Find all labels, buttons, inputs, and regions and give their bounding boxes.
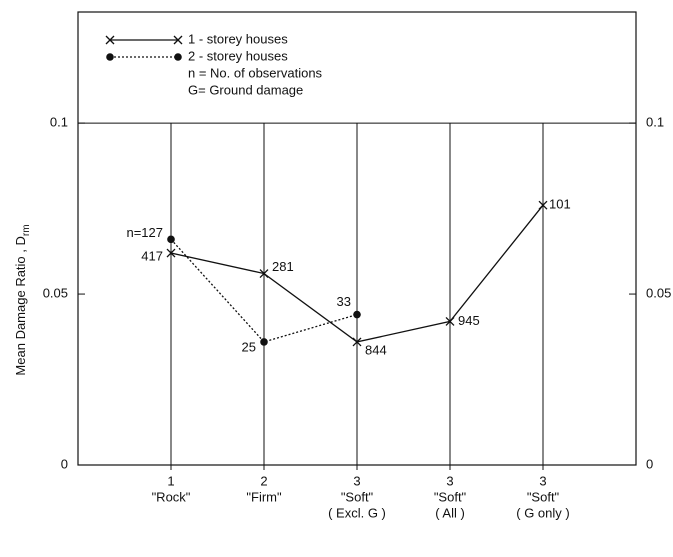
marker-stroke	[105, 35, 115, 45]
x-tick-label: ( All )	[435, 505, 465, 520]
y2-tick-label: 0.1	[646, 115, 664, 130]
x-tick-label: ( Excl. G )	[328, 505, 386, 520]
x-tick-label: "Firm"	[246, 489, 282, 504]
y-tick-label: 0.05	[43, 285, 68, 300]
legend-label: 2 - storey houses	[188, 48, 288, 63]
legend-note: G= Ground damage	[188, 82, 303, 97]
data-point	[445, 316, 455, 326]
point-label: 417	[141, 248, 163, 263]
marker-stroke	[445, 316, 455, 326]
y2-tick-label: 0	[646, 456, 653, 471]
x-tick-label: ( G only )	[516, 505, 569, 520]
legend-marker	[106, 53, 114, 61]
data-point	[259, 269, 269, 279]
legend-marker	[173, 35, 183, 45]
x-tick-label: "Soft"	[527, 489, 560, 504]
marker-stroke	[538, 200, 548, 210]
x-tick-label: 3	[446, 473, 453, 488]
data-point	[167, 235, 175, 244]
legend-marker	[174, 53, 182, 61]
point-label: 945	[458, 313, 480, 328]
data-point	[353, 310, 361, 319]
point-label: 844	[365, 342, 387, 357]
y-axis-label-text: Mean Damage Ratio , D	[13, 236, 28, 375]
marker-stroke	[166, 248, 176, 258]
point-label: 281	[272, 259, 294, 274]
point-label: 25	[242, 339, 256, 354]
point-label: 33	[337, 294, 351, 309]
data-point	[166, 248, 176, 258]
point-label: 101	[549, 197, 571, 212]
x-tick-label: 1	[167, 473, 174, 488]
y2-tick-label: 0.05	[646, 285, 671, 300]
y-tick-label: 0	[61, 456, 68, 471]
point-label: n=127	[126, 225, 163, 240]
x-tick-label: 3	[353, 473, 360, 488]
legend-marker	[105, 35, 115, 45]
data-point	[260, 338, 268, 346]
legend-note: n = No. of observations	[188, 65, 323, 80]
x-tick-label: "Soft"	[341, 489, 374, 504]
y-axis-label-subscript: rm	[21, 224, 32, 236]
x-tick-label: "Rock"	[152, 489, 191, 504]
y-axis-label: Mean Damage Ratio , Drm	[13, 224, 31, 375]
y-tick-label: 0.1	[50, 115, 68, 130]
marker-stroke	[173, 35, 183, 45]
x-tick-label: "Soft"	[434, 489, 467, 504]
legend-label: 1 - storey houses	[188, 31, 288, 46]
marker-stroke	[259, 269, 269, 279]
marker-stroke	[352, 337, 362, 347]
x-tick-label: 2	[260, 473, 267, 488]
x-tick-label: 3	[539, 473, 546, 488]
data-point	[352, 337, 362, 347]
data-point	[538, 200, 548, 210]
